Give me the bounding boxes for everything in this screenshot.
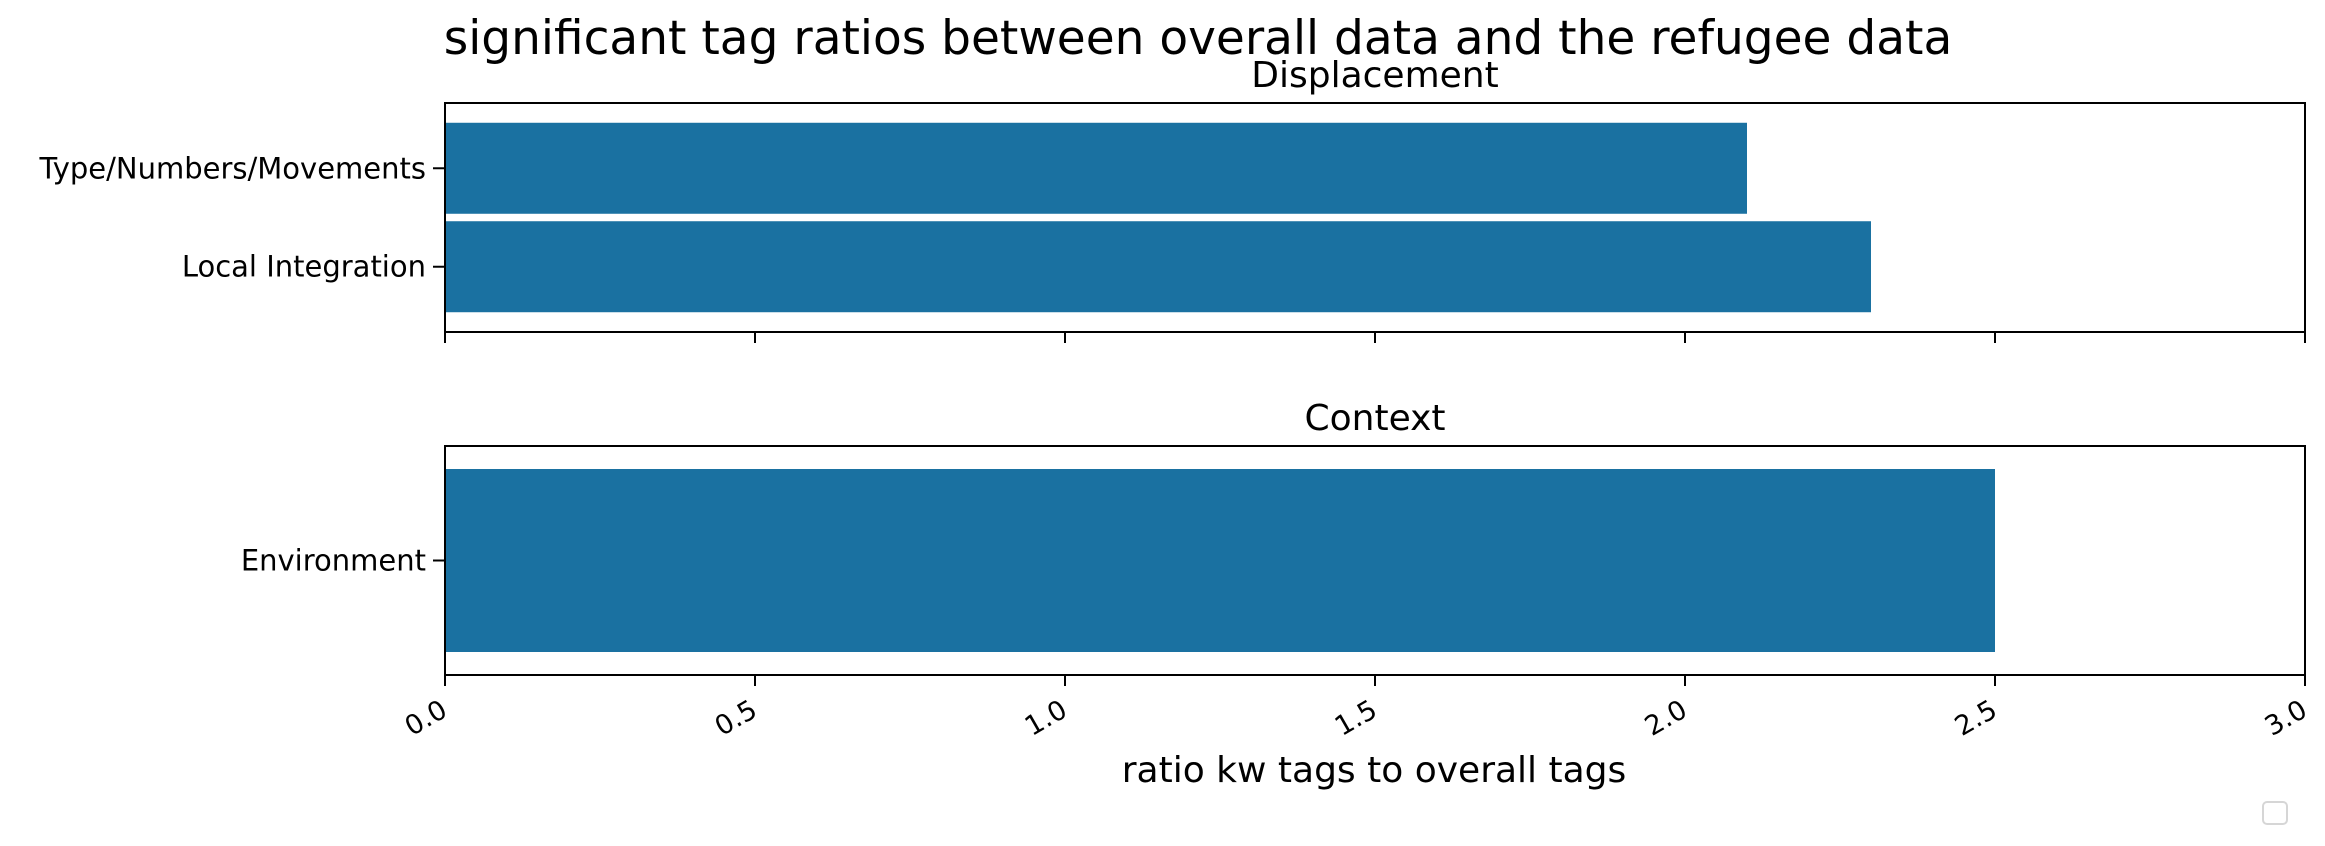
bar-local-integration: [445, 221, 1871, 313]
bar-type-numbers-movements: [445, 122, 1747, 214]
panel-context: Context Environment: [241, 398, 2306, 686]
x-tick-label: 1.0: [1020, 694, 1073, 742]
panel-title-displacement: Displacement: [1251, 55, 1498, 96]
bar-environment: [445, 469, 1995, 652]
legend: [2262, 801, 2288, 825]
chart-title: significant tag ratios between overall d…: [444, 11, 1953, 66]
panel-displacement: Displacement Type/Numbers/Movements Local …: [39, 55, 2306, 343]
x-tick-label: 0.0: [400, 694, 453, 742]
panel-title-context: Context: [1304, 398, 1445, 439]
x-axis-label: ratio kw tags to overall tags: [1122, 750, 1627, 791]
y-tick-label: Environment: [241, 544, 426, 578]
y-tick-label: Local Integration: [182, 250, 426, 284]
x-tick-label: 0.5: [710, 694, 763, 742]
x-tick-label: 2.0: [1640, 694, 1693, 742]
x-tick-label: 2.5: [1950, 694, 2003, 742]
x-tick-label: 3.0: [2260, 694, 2313, 742]
x-axis: 0.0 0.5 1.0 1.5 2.0 2.5 3.0: [400, 694, 2313, 742]
x-tick-label: 1.5: [1330, 694, 1383, 742]
y-tick-label: Type/Numbers/Movements: [39, 151, 426, 185]
